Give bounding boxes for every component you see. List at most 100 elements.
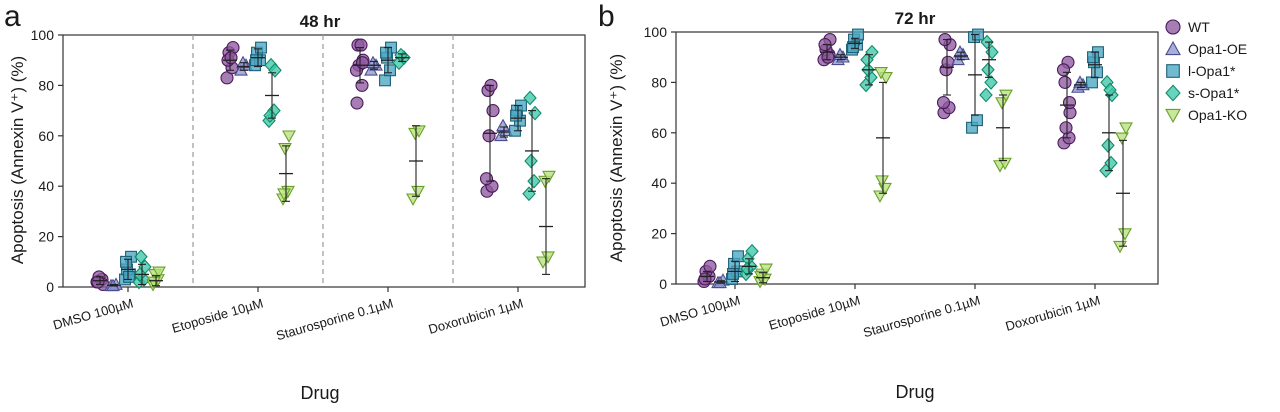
data-point bbox=[759, 263, 773, 277]
panel-a-ylabel: Apoptosis (Annexin V⁺) (%) bbox=[8, 56, 27, 264]
x-tick-label: DMSO 100µM bbox=[658, 292, 742, 329]
data-point bbox=[727, 267, 739, 280]
x-tick-label: Etoposide 10µM bbox=[767, 292, 862, 332]
data-point bbox=[541, 251, 555, 264]
diamond-marker bbox=[1165, 84, 1181, 102]
y-tick-label: 60 bbox=[38, 128, 54, 144]
y-tick-label: 100 bbox=[644, 24, 668, 40]
y-tick-label: 0 bbox=[46, 279, 54, 295]
data-point bbox=[1113, 240, 1127, 254]
data-point bbox=[123, 270, 135, 283]
y-tick-label: 0 bbox=[659, 276, 667, 292]
data-point bbox=[754, 271, 768, 284]
data-point bbox=[981, 62, 995, 78]
data-point bbox=[1118, 228, 1132, 241]
y-tick-label: 20 bbox=[38, 229, 54, 245]
data-point bbox=[277, 188, 291, 201]
x-tick-label: Doxorubicin 1µM bbox=[427, 295, 525, 336]
data-point bbox=[971, 114, 983, 127]
data-point bbox=[941, 55, 955, 69]
data-point bbox=[995, 97, 1009, 110]
panel-label-a: a bbox=[4, 0, 21, 33]
x-tick-label: Doxorubicin 1µM bbox=[1004, 292, 1102, 333]
series-s-Opa1* bbox=[739, 34, 1119, 282]
square-marker bbox=[1166, 64, 1180, 78]
legend-item: Opa1-KO bbox=[1165, 107, 1247, 124]
x-tick-label: Staurosporine 0.1µM bbox=[274, 295, 394, 343]
data-point bbox=[282, 130, 296, 143]
data-point bbox=[384, 64, 396, 77]
data-point bbox=[496, 118, 510, 132]
data-point bbox=[703, 259, 717, 273]
data-point bbox=[255, 41, 267, 54]
data-point bbox=[278, 143, 292, 156]
panel-a-xlabel: Drug bbox=[300, 383, 339, 403]
y-tick-label: 60 bbox=[651, 125, 667, 141]
data-point bbox=[860, 52, 874, 68]
data-point bbox=[380, 46, 392, 59]
legend-item: s-Opa1* bbox=[1165, 84, 1240, 102]
legend: WT Opa1-OE l-Opa1* s-Opa1* Opa1-KO bbox=[1165, 19, 1247, 124]
data-point bbox=[745, 243, 759, 259]
data-point bbox=[527, 173, 541, 189]
y-tick-label: 40 bbox=[38, 178, 54, 194]
data-point bbox=[1062, 96, 1077, 110]
y-tick-label: 80 bbox=[651, 74, 667, 90]
data-point bbox=[1119, 122, 1133, 135]
data-point bbox=[250, 54, 262, 67]
series-s-Opa1* bbox=[132, 47, 542, 290]
data-point bbox=[354, 38, 368, 52]
data-point bbox=[91, 275, 105, 289]
data-point bbox=[1087, 51, 1099, 64]
legend-item: Opa1-OE bbox=[1165, 40, 1247, 57]
legend-label: s-Opa1* bbox=[1188, 85, 1240, 101]
legend-label: Opa1-KO bbox=[1188, 107, 1247, 123]
data-point bbox=[847, 41, 859, 54]
data-point bbox=[350, 96, 364, 110]
data-point bbox=[120, 255, 132, 268]
data-point bbox=[482, 129, 496, 143]
data-point bbox=[236, 55, 250, 69]
data-point bbox=[479, 172, 494, 186]
panel-a-plot: 0 20 40 60 80 100 DMSO 100µM Etoposide 10µM Stau… bbox=[31, 27, 586, 343]
x-tick-label: Etoposide 10µM bbox=[170, 295, 265, 335]
legend-label: Opa1-OE bbox=[1188, 41, 1247, 57]
data-point bbox=[1086, 76, 1098, 89]
plot-frame bbox=[62, 34, 586, 288]
y-tick-label: 80 bbox=[38, 77, 54, 93]
data-point bbox=[984, 74, 998, 90]
y-tick-label: 100 bbox=[31, 27, 55, 43]
data-point bbox=[152, 266, 166, 280]
data-point bbox=[355, 78, 369, 92]
data-point bbox=[936, 96, 951, 110]
data-point bbox=[979, 87, 993, 103]
series-WT bbox=[697, 33, 1077, 289]
data-point bbox=[263, 108, 277, 124]
data-point bbox=[1104, 155, 1118, 171]
legend-item: l-Opa1* bbox=[1166, 63, 1236, 79]
data-point bbox=[224, 51, 238, 65]
series-Opa1-OE bbox=[711, 45, 1090, 289]
triangle-marker bbox=[1165, 40, 1181, 56]
legend-label: l-Opa1* bbox=[1188, 63, 1236, 79]
data-point bbox=[1059, 121, 1073, 135]
data-point bbox=[874, 66, 888, 80]
panel-b-title: 72 hr bbox=[895, 9, 936, 28]
x-tick-label: Staurosporine 0.1µM bbox=[861, 292, 981, 340]
data-point bbox=[1056, 63, 1071, 77]
data-point bbox=[821, 50, 835, 64]
data-point bbox=[1058, 75, 1072, 89]
data-point bbox=[411, 185, 425, 199]
series-Opa1-OE bbox=[104, 55, 513, 292]
data-point bbox=[528, 105, 542, 121]
data-point bbox=[542, 170, 556, 184]
panel-label-b: b bbox=[598, 0, 615, 33]
data-point bbox=[134, 249, 148, 265]
data-point bbox=[510, 109, 522, 122]
data-point bbox=[379, 74, 391, 87]
down-triangle-marker bbox=[1165, 108, 1181, 124]
data-point bbox=[1091, 66, 1103, 79]
